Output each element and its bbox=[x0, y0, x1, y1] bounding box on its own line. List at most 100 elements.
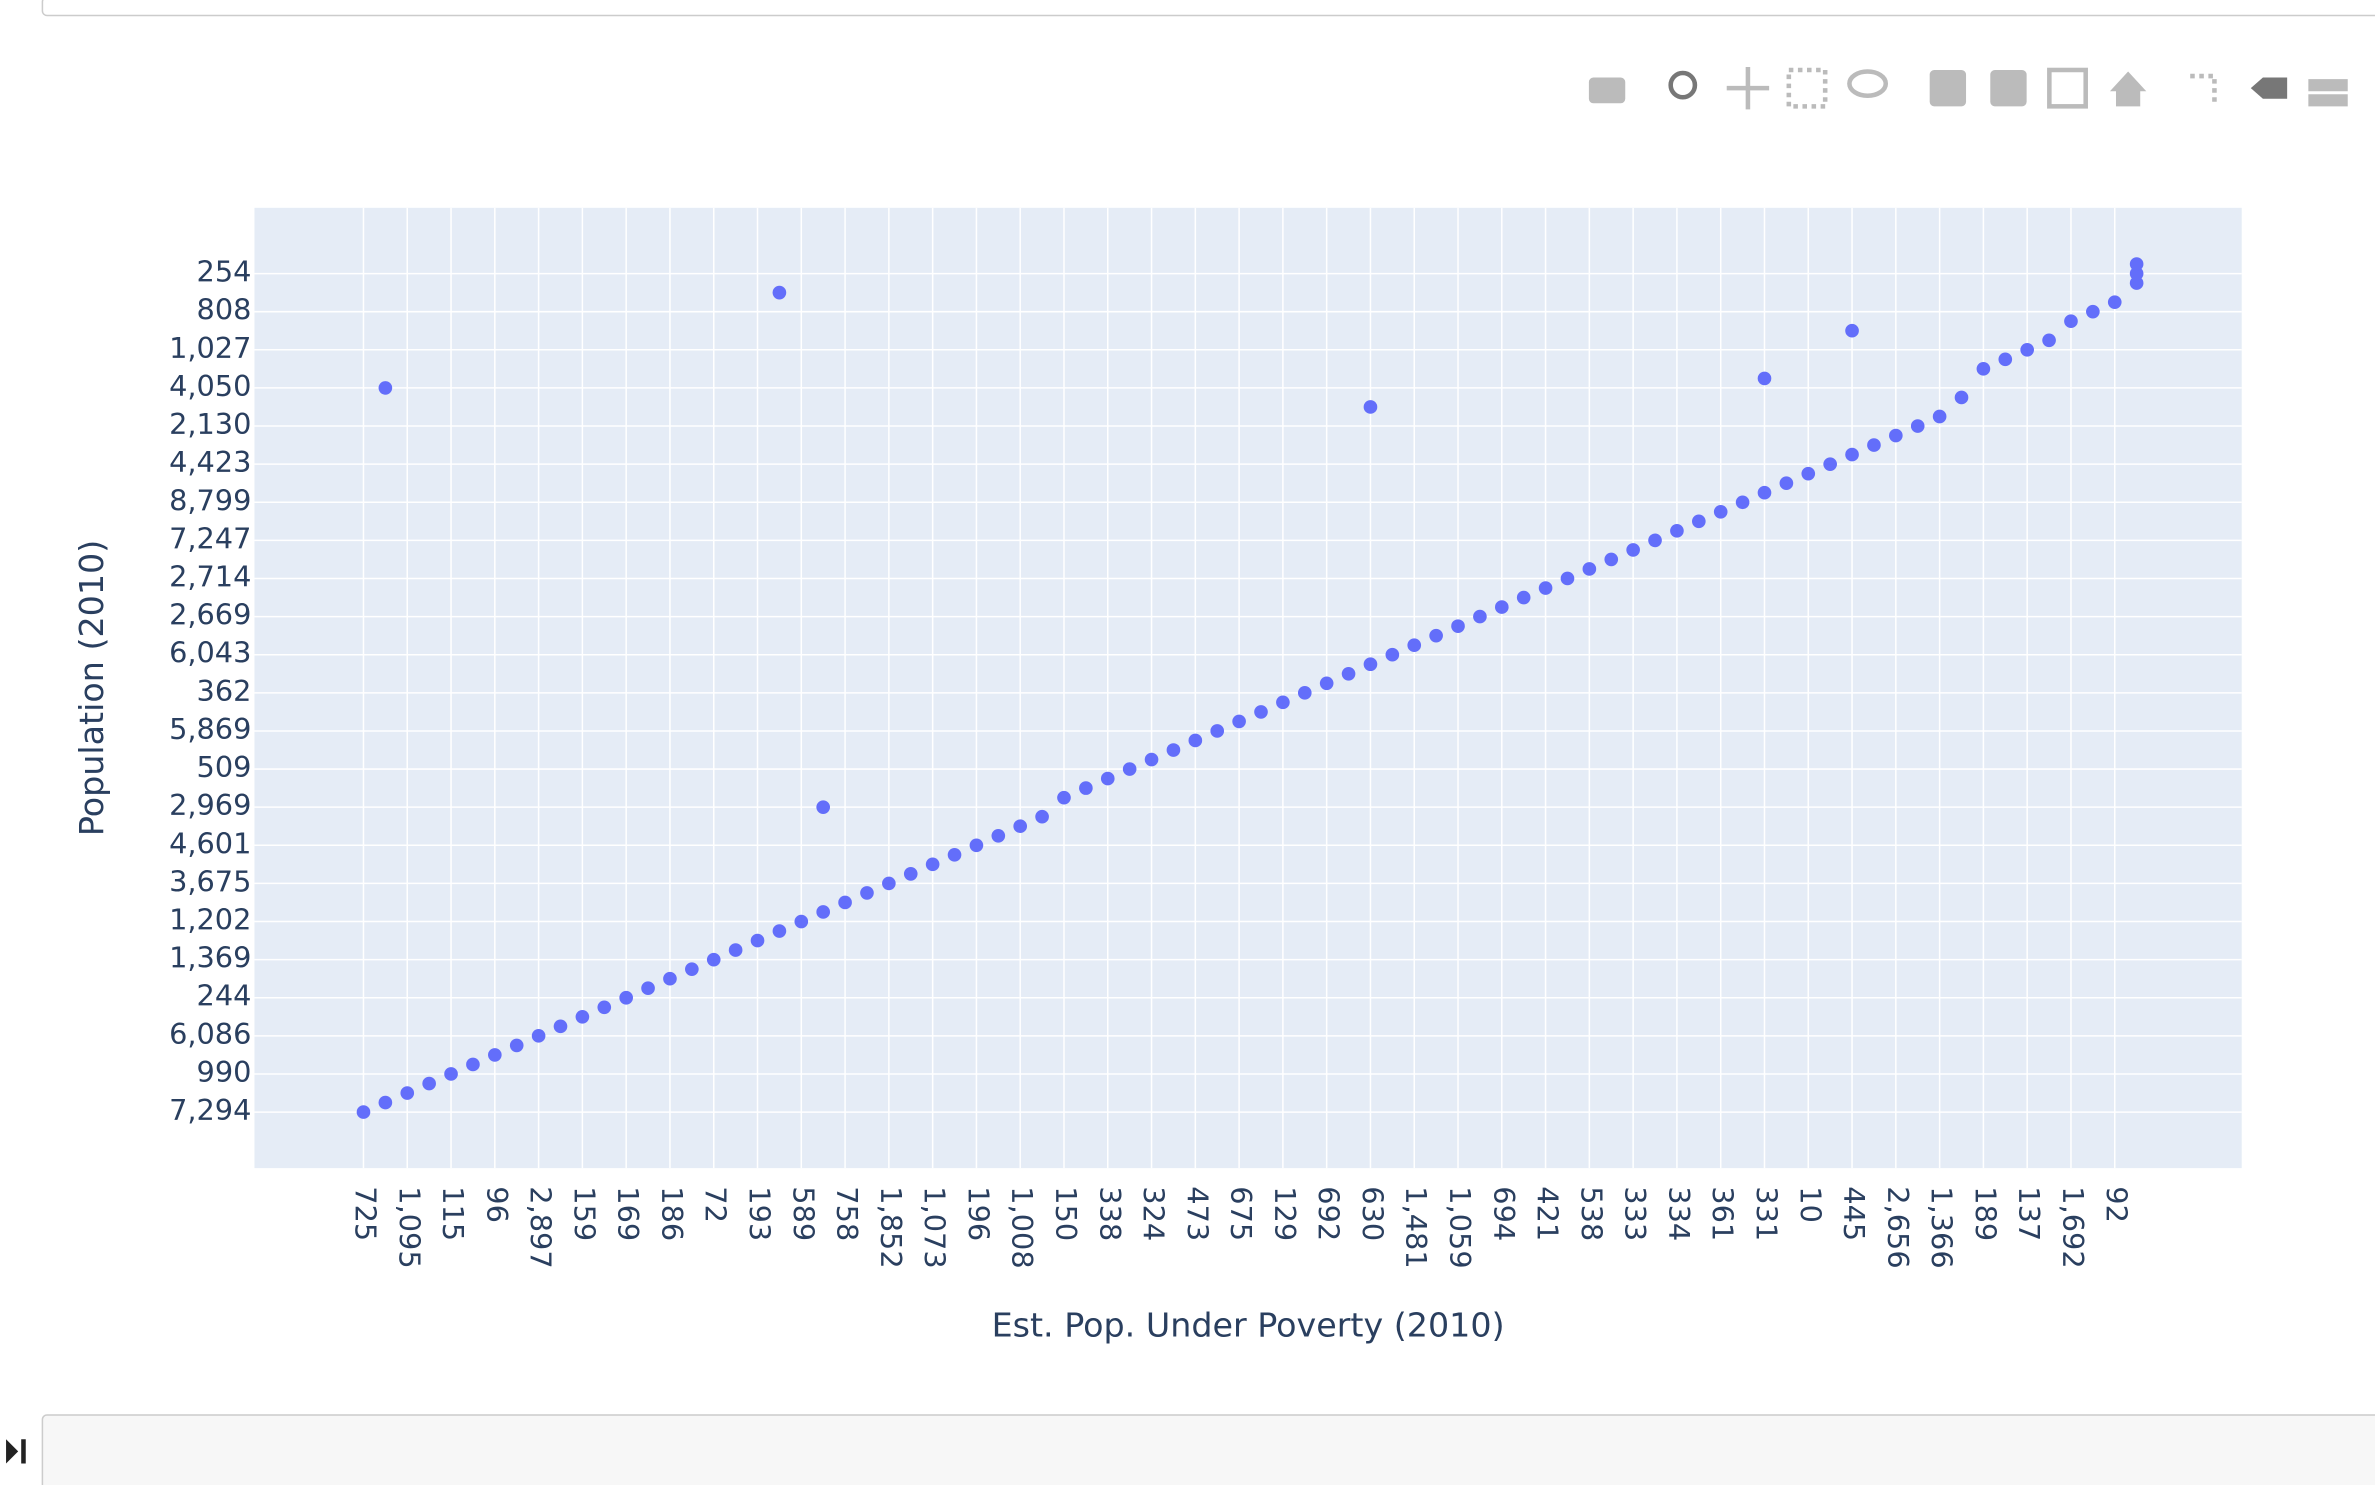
point bbox=[1363, 657, 1378, 672]
point bbox=[2086, 304, 2100, 319]
point bbox=[794, 914, 809, 929]
point bbox=[1670, 524, 1684, 538]
point bbox=[619, 990, 633, 1005]
point bbox=[1801, 466, 1816, 481]
y-tick-label: 1,027 bbox=[169, 331, 251, 365]
point bbox=[1604, 552, 1619, 567]
point bbox=[1057, 790, 1071, 805]
point bbox=[991, 828, 1006, 843]
x-tick-label: 630 bbox=[1355, 1186, 1389, 1241]
y-axis-title: Population (2010) bbox=[72, 540, 111, 836]
point bbox=[2107, 295, 2122, 309]
hover-compare-icon[interactable] bbox=[2308, 79, 2348, 107]
x-tick-label: 473 bbox=[1180, 1186, 1214, 1241]
box-select-icon[interactable] bbox=[1786, 67, 1828, 109]
x-tick-label: 725 bbox=[348, 1186, 382, 1241]
point bbox=[1276, 695, 1290, 710]
point bbox=[1582, 562, 1597, 576]
reset-icon[interactable] bbox=[2109, 71, 2147, 107]
y-tick-label: 7,294 bbox=[169, 1093, 251, 1127]
point bbox=[2129, 257, 2144, 271]
point bbox=[575, 1009, 590, 1024]
point bbox=[1932, 409, 1947, 424]
x-tick-label: 1,852 bbox=[874, 1186, 908, 1268]
lasso-icon[interactable] bbox=[1847, 69, 1889, 99]
point bbox=[1451, 619, 1465, 633]
point bbox=[2064, 314, 2078, 329]
y-tick-label: 4,423 bbox=[169, 445, 251, 479]
point bbox=[1210, 724, 1225, 738]
point bbox=[1473, 609, 1487, 624]
run-icon[interactable] bbox=[6, 1439, 26, 1464]
point bbox=[641, 981, 655, 996]
point bbox=[2129, 276, 2144, 290]
point bbox=[663, 971, 677, 986]
point bbox=[1407, 638, 1422, 653]
spike-icon[interactable] bbox=[2190, 73, 2217, 104]
point bbox=[706, 952, 721, 967]
y-tick-label: 244 bbox=[197, 979, 252, 1013]
point bbox=[531, 1029, 546, 1043]
x-tick-label: 193 bbox=[743, 1186, 777, 1241]
point bbox=[1079, 781, 1093, 795]
point bbox=[903, 867, 918, 881]
camera-icon[interactable] bbox=[1588, 77, 1626, 104]
y-tick-label: 6,086 bbox=[169, 1017, 251, 1051]
point bbox=[1845, 447, 1859, 462]
x-tick-label: 150 bbox=[1049, 1186, 1083, 1241]
x-tick-label: 331 bbox=[1749, 1186, 1783, 1241]
point bbox=[1976, 362, 1991, 376]
point bbox=[466, 1057, 480, 1072]
point bbox=[1385, 647, 1400, 662]
input-cell[interactable] bbox=[41, 1414, 2375, 1485]
x-tick-label: 334 bbox=[1662, 1186, 1696, 1241]
point bbox=[400, 1086, 415, 1100]
point bbox=[597, 1000, 612, 1015]
hover-closest-icon[interactable] bbox=[2250, 77, 2288, 99]
x-tick-label: 2,897 bbox=[524, 1186, 558, 1268]
point bbox=[1757, 485, 1772, 500]
point bbox=[1297, 686, 1312, 700]
autoscale-icon[interactable] bbox=[2047, 67, 2088, 109]
x-tick-label: 758 bbox=[830, 1186, 864, 1241]
x-tick-label: 538 bbox=[1574, 1186, 1608, 1241]
point bbox=[728, 943, 743, 957]
x-tick-label: 92 bbox=[2100, 1186, 2134, 1223]
point bbox=[1779, 476, 1794, 491]
point bbox=[509, 1038, 524, 1053]
x-tick-label: 169 bbox=[611, 1186, 645, 1241]
point bbox=[1998, 352, 2013, 367]
x-tick-label: 324 bbox=[1137, 1186, 1171, 1241]
point bbox=[1538, 581, 1553, 595]
point bbox=[1910, 419, 1925, 433]
point bbox=[1757, 371, 1772, 386]
plot-layer bbox=[254, 207, 2242, 1169]
point bbox=[772, 285, 787, 300]
point bbox=[882, 876, 896, 891]
point bbox=[1823, 457, 1837, 471]
zoom-icon[interactable] bbox=[1668, 70, 1698, 100]
point bbox=[2042, 333, 2056, 348]
point bbox=[1100, 771, 1115, 786]
y-tick-label: 7,247 bbox=[169, 521, 251, 555]
point bbox=[1013, 819, 1028, 834]
point bbox=[1188, 733, 1203, 748]
x-tick-label: 189 bbox=[1968, 1186, 2002, 1241]
x-tick-label: 1,481 bbox=[1399, 1186, 1433, 1268]
x-tick-label: 333 bbox=[1618, 1186, 1652, 1241]
pan-icon[interactable] bbox=[1726, 66, 1770, 110]
x-tick-label: 694 bbox=[1487, 1186, 1521, 1241]
point bbox=[1429, 628, 1443, 643]
point bbox=[1341, 666, 1356, 681]
y-tick-label: 362 bbox=[197, 674, 252, 708]
point bbox=[1560, 571, 1575, 586]
point bbox=[816, 905, 831, 919]
y-tick-label: 2,669 bbox=[169, 598, 251, 632]
y-tick-label: 509 bbox=[197, 750, 252, 784]
zoom-out-icon[interactable] bbox=[1990, 69, 2027, 107]
x-tick-label: 196 bbox=[961, 1186, 995, 1241]
point bbox=[488, 1048, 502, 1062]
zoom-in-icon[interactable] bbox=[1929, 69, 1967, 107]
